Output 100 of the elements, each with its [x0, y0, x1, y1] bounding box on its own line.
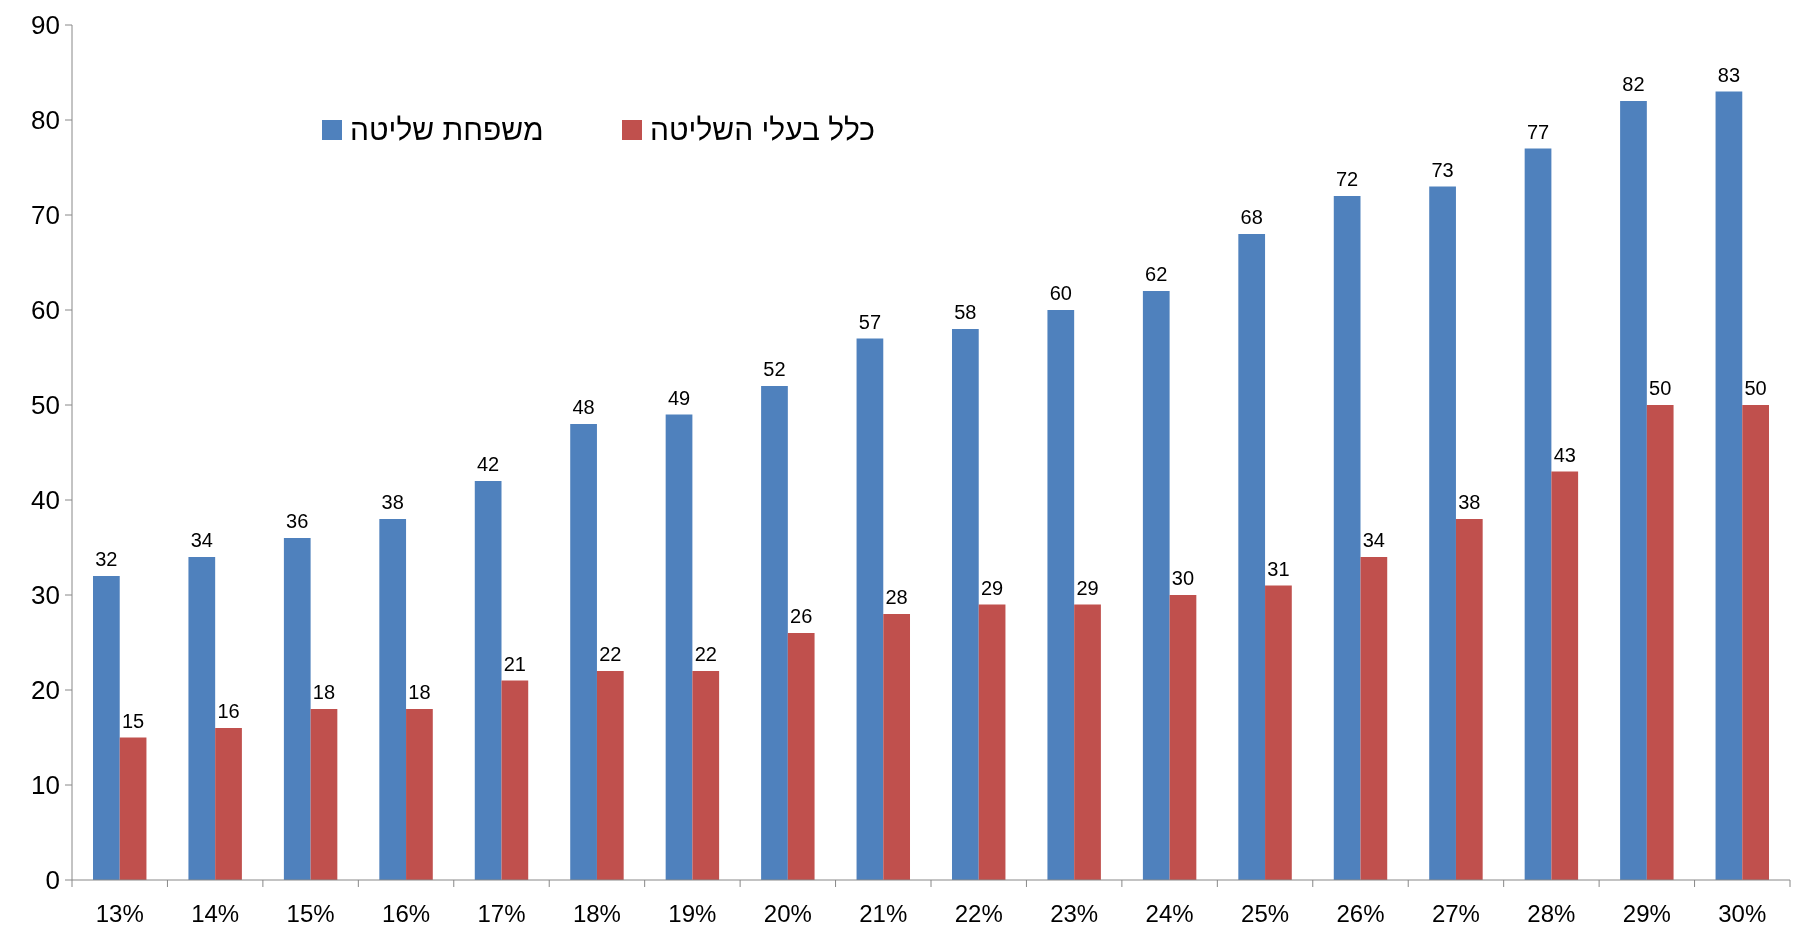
bar: [1646, 405, 1674, 880]
data-label: 60: [1049, 282, 1072, 304]
bar: [1074, 604, 1101, 880]
data-label: 49: [667, 386, 691, 409]
data-label: 38: [1458, 491, 1481, 513]
y-tick-label: 0: [45, 865, 60, 896]
data-label: 50: [1744, 377, 1767, 399]
data-label: 26: [790, 605, 813, 627]
bar: [787, 633, 815, 880]
bar: [1333, 196, 1361, 880]
bar: [570, 424, 597, 880]
bar: [665, 414, 693, 880]
data-label: 82: [1622, 73, 1645, 95]
bar: [474, 481, 502, 880]
x-tick-label: 26%: [1336, 900, 1385, 927]
x-tick-label: 20%: [763, 900, 812, 927]
bar: [596, 671, 624, 880]
x-tick-label: 14%: [191, 900, 240, 927]
data-label: 57: [858, 310, 882, 333]
data-label: 18: [408, 681, 431, 703]
data-label: 31: [1267, 557, 1290, 580]
data-label: 36: [286, 510, 309, 532]
y-tick-label: 80: [31, 105, 60, 136]
bar: [93, 576, 120, 880]
bar: [379, 519, 407, 880]
data-label: 68: [1240, 206, 1263, 228]
x-tick-label: 24%: [1145, 900, 1194, 927]
y-tick-label: 30: [31, 580, 60, 611]
bar: [1047, 310, 1075, 880]
bar: [1265, 585, 1292, 880]
bar: [1169, 595, 1197, 880]
bar: [501, 680, 529, 880]
x-tick-label: 19%: [668, 900, 717, 927]
data-label: 77: [1526, 120, 1550, 143]
data-label: 50: [1649, 377, 1672, 399]
x-tick-label: 28%: [1527, 900, 1576, 927]
data-label: 34: [1362, 529, 1385, 551]
y-tick-label: 10: [31, 770, 60, 801]
y-tick-label: 20: [31, 675, 60, 706]
x-tick-label: 17%: [477, 900, 526, 927]
data-label: 48: [572, 396, 595, 418]
bar: [1455, 519, 1483, 880]
bar: [1742, 405, 1769, 880]
data-label: 28: [885, 586, 908, 608]
x-tick-label: 23%: [1050, 900, 1099, 927]
x-tick-label: 15%: [286, 900, 335, 927]
y-tick-label: 50: [31, 390, 60, 421]
data-label: 42: [477, 453, 500, 475]
x-tick-label: 27%: [1431, 900, 1480, 927]
x-tick-label: 21%: [859, 900, 908, 927]
data-label: 29: [980, 576, 1004, 599]
data-label: 72: [1336, 168, 1359, 190]
data-label: 83: [1717, 63, 1741, 86]
bar: [1429, 186, 1456, 880]
bar: [883, 614, 910, 880]
x-tick-label: 16%: [382, 900, 431, 927]
bar: [1238, 234, 1266, 880]
data-label: 52: [763, 358, 786, 380]
bar: [310, 709, 338, 880]
data-label: 58: [954, 301, 977, 323]
x-tick-label: 22%: [954, 900, 1003, 927]
bar: [1524, 148, 1552, 880]
bar: [1551, 471, 1579, 880]
data-label: 30: [1171, 567, 1195, 589]
data-label: 34: [190, 529, 213, 551]
y-tick-label: 60: [31, 295, 60, 326]
bar: [856, 338, 884, 880]
x-tick-label: 18%: [572, 900, 621, 927]
data-label: 62: [1145, 263, 1168, 285]
y-tick-label: 70: [31, 200, 60, 231]
y-tick-label: 90: [31, 10, 60, 41]
legend-label: כלל בעלי השליטה: [650, 113, 875, 146]
x-tick-label: 30%: [1718, 900, 1767, 927]
bar: [283, 538, 311, 880]
bar: [215, 728, 242, 880]
legend-label: משפחת שליטה: [350, 113, 544, 146]
bar: [406, 709, 433, 880]
x-tick-label: 29%: [1622, 900, 1671, 927]
bar: [1360, 557, 1388, 880]
bar: [119, 737, 147, 880]
bar: [1142, 291, 1170, 880]
x-tick-label: 13%: [95, 900, 144, 927]
bar: [188, 557, 216, 880]
x-tick-label: 25%: [1241, 900, 1290, 927]
data-label: 16: [217, 700, 240, 722]
y-tick-label: 40: [31, 485, 60, 516]
data-label: 38: [381, 491, 404, 513]
bar: [1715, 91, 1743, 880]
bar: [761, 386, 788, 880]
data-label: 29: [1076, 576, 1099, 599]
data-label: 15: [121, 709, 145, 732]
bar: [978, 604, 1006, 880]
bar: [1620, 101, 1647, 880]
data-label: 18: [312, 681, 336, 703]
data-label: 32: [95, 548, 118, 570]
data-label: 73: [1431, 158, 1454, 181]
bar: [692, 671, 720, 880]
bar: [952, 329, 979, 880]
data-label: 22: [694, 643, 717, 665]
data-label: 22: [599, 643, 622, 665]
